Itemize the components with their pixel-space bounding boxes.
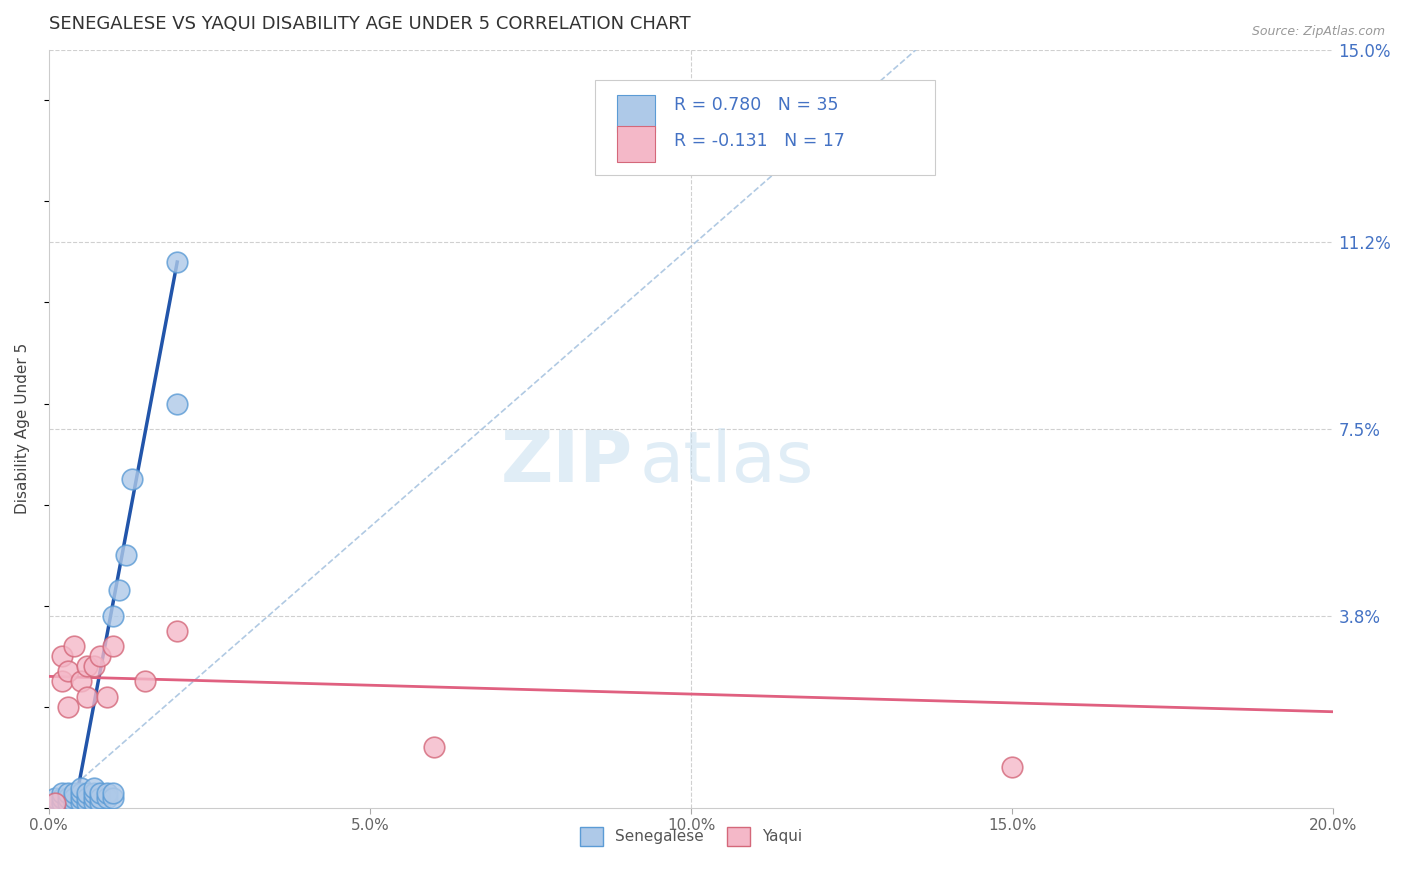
Point bbox=[101, 786, 124, 800]
Point bbox=[83, 790, 105, 805]
Point bbox=[83, 786, 105, 800]
Point bbox=[70, 786, 93, 800]
Point bbox=[76, 796, 98, 810]
Text: Source: ZipAtlas.com: Source: ZipAtlas.com bbox=[1251, 25, 1385, 38]
Point bbox=[89, 786, 111, 800]
Point bbox=[51, 790, 73, 805]
Point bbox=[51, 796, 73, 810]
Point bbox=[96, 786, 118, 800]
Point bbox=[76, 790, 98, 805]
Point bbox=[101, 608, 124, 623]
Point bbox=[63, 786, 86, 800]
Point bbox=[51, 649, 73, 664]
Point bbox=[70, 674, 93, 689]
Legend: Senegalese, Yaqui: Senegalese, Yaqui bbox=[581, 827, 801, 846]
Point bbox=[70, 780, 93, 795]
FancyBboxPatch shape bbox=[617, 95, 655, 132]
Point bbox=[166, 396, 188, 410]
Point bbox=[56, 796, 79, 810]
Point bbox=[76, 659, 98, 673]
Point bbox=[56, 786, 79, 800]
Point bbox=[76, 690, 98, 704]
Point bbox=[166, 255, 188, 269]
FancyBboxPatch shape bbox=[595, 80, 935, 175]
Y-axis label: Disability Age Under 5: Disability Age Under 5 bbox=[15, 343, 30, 515]
Point bbox=[63, 796, 86, 810]
Point bbox=[83, 659, 105, 673]
Point bbox=[108, 583, 131, 598]
Point bbox=[114, 548, 136, 562]
Point bbox=[96, 690, 118, 704]
FancyBboxPatch shape bbox=[617, 126, 655, 162]
Point bbox=[134, 674, 156, 689]
Point bbox=[101, 790, 124, 805]
Point bbox=[70, 790, 93, 805]
Point bbox=[63, 639, 86, 653]
Point bbox=[56, 665, 79, 679]
Text: R = -0.131   N = 17: R = -0.131 N = 17 bbox=[675, 132, 845, 150]
Point bbox=[83, 780, 105, 795]
Point bbox=[101, 639, 124, 653]
Point bbox=[96, 790, 118, 805]
Point bbox=[89, 796, 111, 810]
Point bbox=[63, 790, 86, 805]
Point bbox=[89, 790, 111, 805]
Point bbox=[121, 472, 143, 486]
Point bbox=[56, 790, 79, 805]
Point bbox=[51, 674, 73, 689]
Text: ZIP: ZIP bbox=[501, 428, 633, 498]
Point bbox=[89, 649, 111, 664]
Point bbox=[423, 740, 446, 755]
Point bbox=[1001, 760, 1024, 774]
Point bbox=[44, 790, 66, 805]
Text: atlas: atlas bbox=[640, 428, 814, 498]
Text: SENEGALESE VS YAQUI DISABILITY AGE UNDER 5 CORRELATION CHART: SENEGALESE VS YAQUI DISABILITY AGE UNDER… bbox=[49, 15, 690, 33]
Point bbox=[76, 786, 98, 800]
Point bbox=[44, 796, 66, 810]
Point bbox=[83, 796, 105, 810]
Point bbox=[166, 624, 188, 638]
Point bbox=[44, 796, 66, 810]
Point bbox=[56, 699, 79, 714]
Point bbox=[51, 786, 73, 800]
Point bbox=[70, 796, 93, 810]
Text: R = 0.780   N = 35: R = 0.780 N = 35 bbox=[675, 96, 839, 114]
